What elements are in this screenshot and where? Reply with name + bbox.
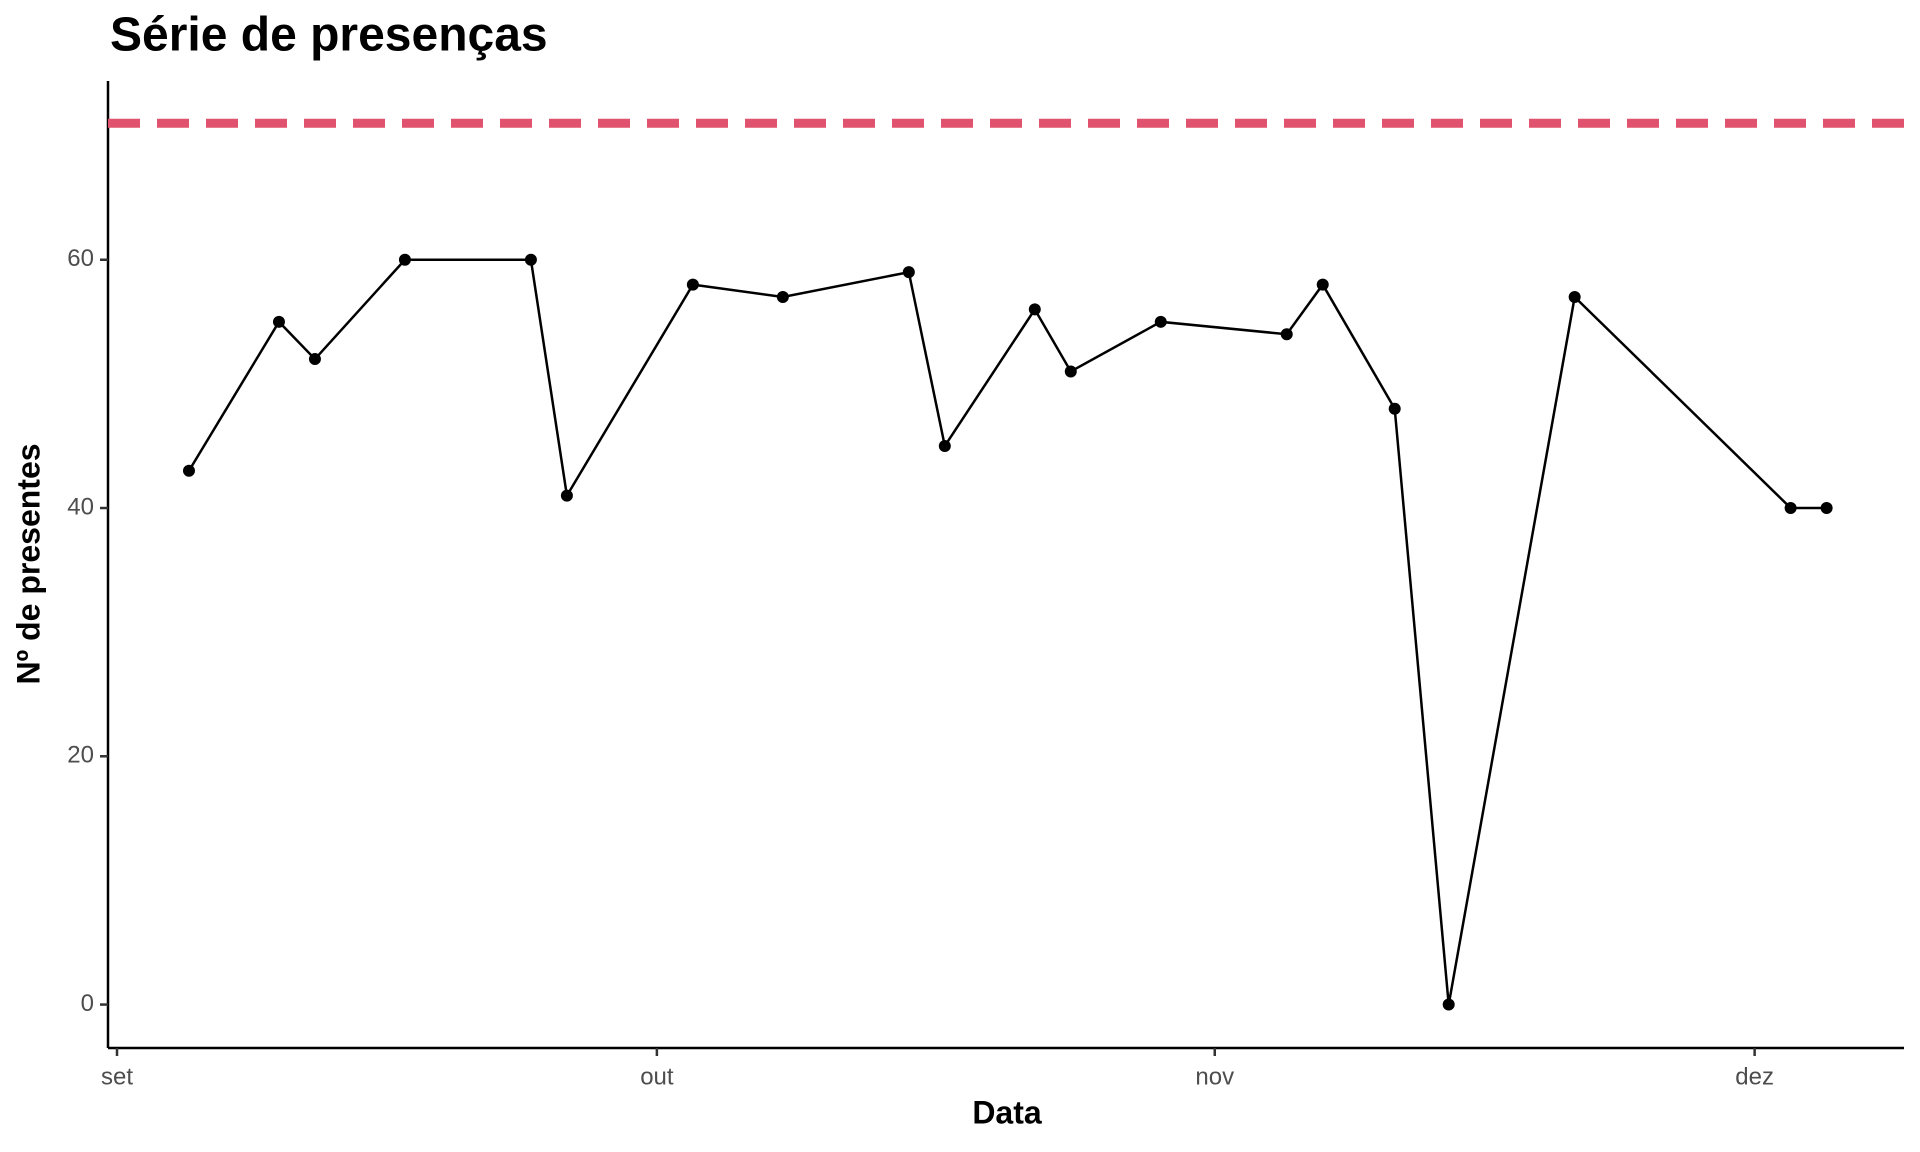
point — [1316, 278, 1329, 291]
point — [776, 290, 789, 303]
x-axis-title: Data — [972, 1094, 1042, 1130]
y-tick-label: 60 — [67, 245, 94, 272]
point — [1028, 303, 1041, 316]
x-tick-label: set — [101, 1063, 133, 1090]
point — [182, 464, 195, 477]
point — [1820, 502, 1833, 515]
point — [1388, 402, 1401, 415]
point — [686, 278, 699, 291]
chart-title: Série de presenças — [110, 9, 548, 62]
point — [902, 266, 915, 279]
point — [272, 315, 285, 328]
point — [1064, 365, 1077, 378]
point — [1154, 315, 1167, 328]
point — [1280, 328, 1293, 341]
point — [308, 353, 321, 366]
point — [1784, 502, 1797, 515]
x-tick-label: out — [640, 1063, 674, 1090]
x-tick-label: nov — [1195, 1063, 1234, 1090]
point — [560, 489, 573, 502]
y-tick-label: 40 — [67, 493, 94, 520]
line — [187, 258, 1827, 1005]
y-tick-label: 0 — [81, 990, 94, 1017]
y-axis-title: Nº de presentes — [10, 443, 46, 684]
point — [524, 253, 537, 266]
point — [1568, 290, 1581, 303]
point — [1442, 998, 1455, 1011]
point — [938, 439, 951, 452]
point — [398, 253, 411, 266]
x-tick-label: dez — [1735, 1063, 1774, 1090]
y-tick-label: 20 — [67, 742, 94, 769]
